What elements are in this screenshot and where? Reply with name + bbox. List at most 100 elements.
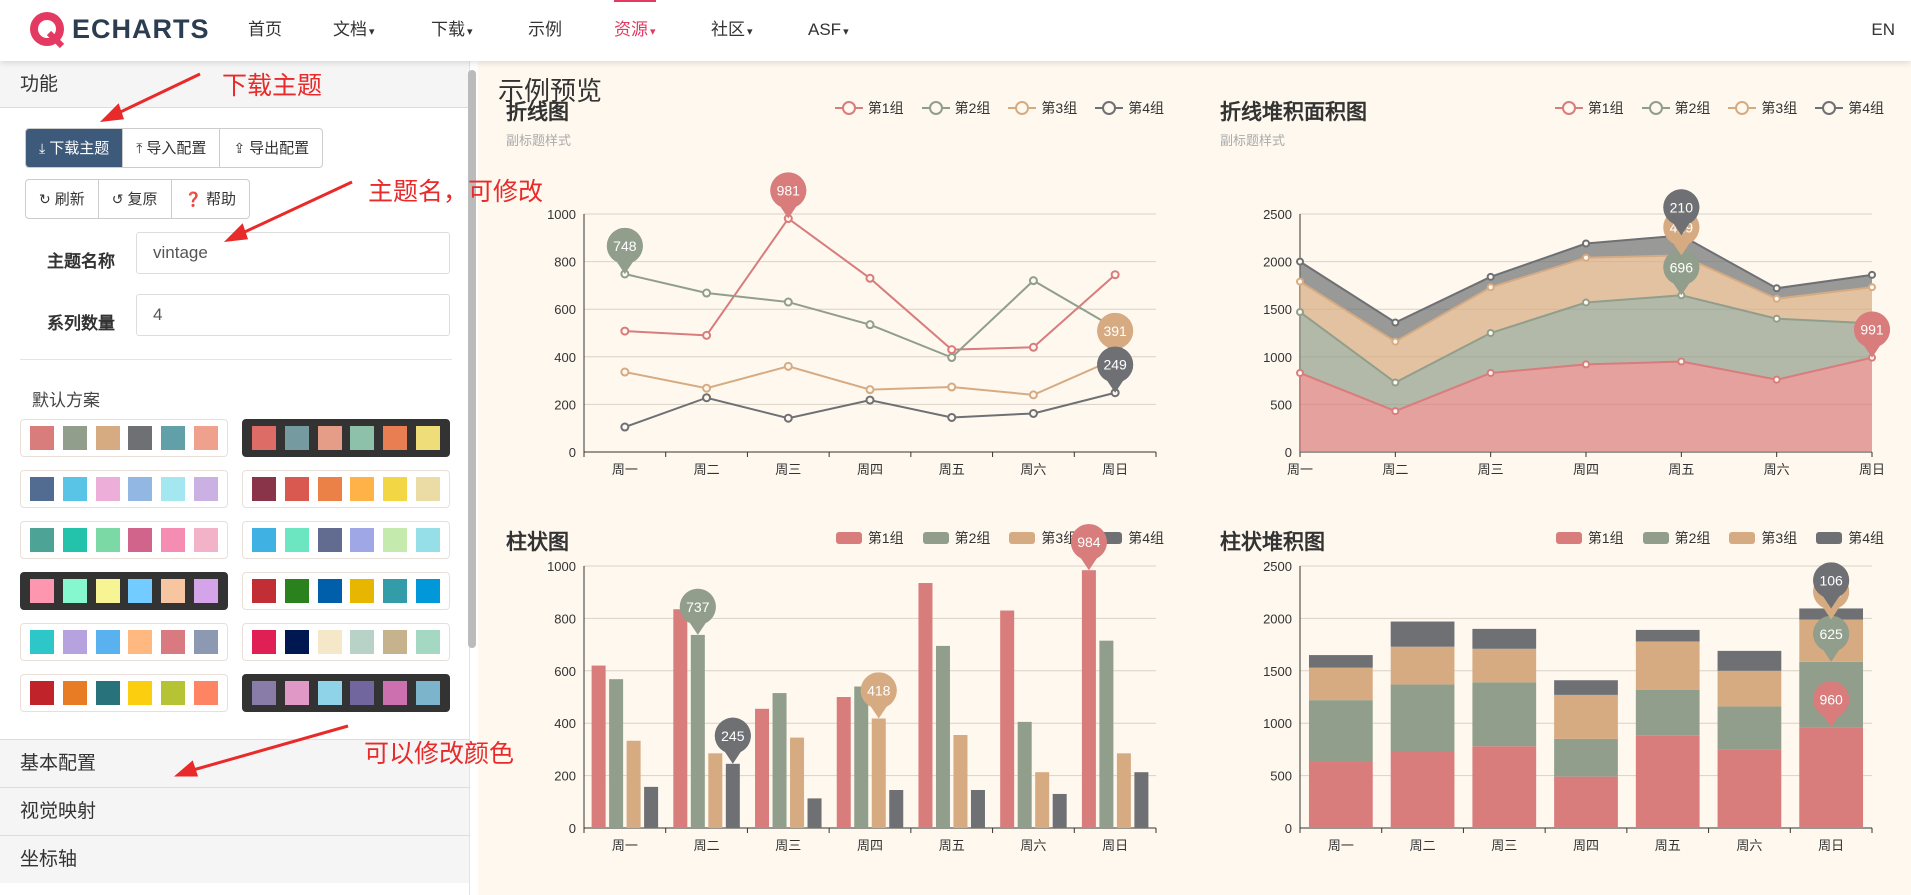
theme-scheme-3[interactable]	[242, 470, 450, 508]
bar[interactable]	[970, 790, 985, 828]
bar[interactable]	[755, 708, 770, 828]
data-point[interactable]	[1296, 308, 1304, 317]
theme-scheme-7[interactable]	[242, 572, 450, 610]
bar[interactable]	[935, 645, 950, 828]
data-point[interactable]	[1772, 375, 1781, 384]
data-point[interactable]	[1486, 272, 1495, 281]
data-point[interactable]	[1391, 337, 1400, 346]
data-point[interactable]	[1677, 357, 1686, 366]
legend-item[interactable]: 第3组	[1728, 528, 1797, 548]
bar[interactable]	[772, 693, 787, 828]
sidebar-scrollbar[interactable]	[468, 70, 476, 648]
bar[interactable]	[644, 786, 659, 828]
bar[interactable]	[1390, 751, 1455, 828]
bar[interactable]	[836, 697, 851, 828]
mark-point[interactable]: 391	[1097, 312, 1134, 359]
bar[interactable]	[609, 679, 624, 828]
nav-item-0[interactable]: 首页	[248, 0, 282, 61]
bar[interactable]	[1308, 667, 1373, 701]
bar[interactable]	[1472, 682, 1537, 747]
mark-point[interactable]: 245	[714, 717, 751, 764]
data-point[interactable]	[1110, 270, 1120, 280]
data-point[interactable]	[702, 330, 712, 340]
series-area[interactable]	[1300, 295, 1872, 412]
help-button[interactable]: ❓ 帮助	[172, 180, 249, 218]
data-point[interactable]	[947, 412, 957, 422]
download-theme-button[interactable]: ⤓ 下载主题	[26, 129, 124, 167]
mark-point[interactable]: 991	[1854, 311, 1890, 358]
mark-point[interactable]: 696	[1663, 249, 1700, 296]
nav-item-1[interactable]: 文档 ▾	[333, 0, 375, 61]
panel-basic-config[interactable]: 基本配置	[0, 739, 469, 787]
data-point[interactable]	[1486, 329, 1495, 337]
bar[interactable]	[1116, 753, 1131, 828]
bar[interactable]	[1554, 738, 1618, 777]
panel-axis[interactable]: 坐标轴	[0, 835, 469, 883]
bar[interactable]	[1717, 650, 1782, 671]
data-point[interactable]	[702, 383, 712, 393]
data-point[interactable]	[1868, 283, 1876, 292]
theme-name-input[interactable]: vintage	[136, 232, 450, 274]
data-point[interactable]	[702, 288, 712, 298]
bar[interactable]	[1017, 721, 1032, 828]
bar[interactable]	[1635, 689, 1700, 736]
mark-point[interactable]: 960	[1813, 681, 1850, 728]
nav-item-3[interactable]: 示例	[528, 0, 562, 61]
data-point[interactable]	[1486, 368, 1495, 377]
bar[interactable]	[1390, 621, 1455, 647]
theme-scheme-9[interactable]	[242, 623, 450, 661]
bar[interactable]	[591, 665, 606, 828]
data-point[interactable]	[1582, 360, 1590, 369]
bar[interactable]	[1308, 700, 1373, 762]
bar[interactable]	[918, 583, 933, 828]
echarts-logo[interactable]: ECHARTS	[28, 9, 210, 49]
language-switch[interactable]: EN	[1871, 20, 1895, 39]
bar[interactable]	[1717, 706, 1782, 750]
bar[interactable]	[854, 686, 869, 828]
data-point[interactable]	[1772, 294, 1781, 303]
theme-scheme-0[interactable]	[20, 419, 228, 457]
mark-point[interactable]: 418	[860, 672, 897, 719]
bar[interactable]	[1554, 694, 1618, 739]
bar[interactable]	[1390, 646, 1455, 685]
data-point[interactable]	[947, 382, 957, 392]
legend-item[interactable]: 第4组	[1815, 98, 1884, 118]
bar[interactable]	[1472, 648, 1537, 683]
mark-point[interactable]: 737	[679, 588, 716, 635]
bar[interactable]	[889, 790, 904, 828]
data-point[interactable]	[1486, 283, 1495, 292]
data-point[interactable]	[1582, 239, 1590, 248]
data-point[interactable]	[1391, 407, 1400, 416]
legend-item[interactable]: 第1组	[834, 98, 904, 118]
data-point[interactable]	[865, 385, 875, 395]
bar[interactable]	[1134, 772, 1149, 828]
data-point[interactable]	[1582, 298, 1590, 307]
mark-point[interactable]: 249	[1097, 346, 1134, 393]
theme-scheme-5[interactable]	[242, 521, 450, 559]
theme-scheme-8[interactable]	[20, 623, 228, 661]
data-point[interactable]	[1296, 368, 1304, 377]
legend-item[interactable]: 第2组	[921, 98, 990, 118]
bar[interactable]	[1472, 628, 1537, 649]
legend-item[interactable]: 第3组	[1008, 528, 1077, 548]
legend-item[interactable]: 第2组	[1642, 528, 1710, 548]
bar[interactable]	[953, 734, 968, 828]
nav-item-2[interactable]: 下载 ▾	[431, 0, 473, 61]
bar[interactable]	[1635, 629, 1700, 642]
bar[interactable]	[1308, 655, 1373, 668]
data-point[interactable]	[1391, 378, 1400, 387]
bar[interactable]	[1717, 749, 1782, 828]
theme-scheme-1[interactable]	[242, 419, 450, 457]
mark-point[interactable]: 625	[1813, 615, 1850, 662]
data-point[interactable]	[1772, 284, 1781, 293]
bar[interactable]	[1052, 793, 1067, 828]
data-point[interactable]	[865, 273, 875, 283]
panel-visual-map[interactable]: 视觉映射	[0, 787, 469, 835]
data-point[interactable]	[1772, 314, 1781, 323]
data-point[interactable]	[865, 320, 875, 330]
theme-scheme-2[interactable]	[20, 470, 228, 508]
bar[interactable]	[673, 609, 688, 828]
bar[interactable]	[1554, 680, 1618, 695]
theme-scheme-10[interactable]	[20, 674, 228, 712]
data-point[interactable]	[1028, 276, 1038, 286]
